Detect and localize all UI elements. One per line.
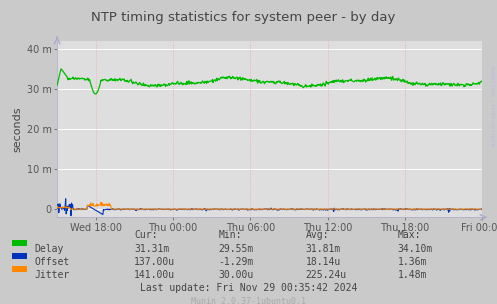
Text: 29.55m: 29.55m — [219, 244, 254, 254]
Text: 137.00u: 137.00u — [134, 257, 175, 267]
Text: 31.81m: 31.81m — [306, 244, 341, 254]
Text: 31.31m: 31.31m — [134, 244, 169, 254]
Text: Munin 2.0.37-1ubuntu0.1: Munin 2.0.37-1ubuntu0.1 — [191, 297, 306, 304]
Text: 1.36m: 1.36m — [398, 257, 427, 267]
Text: Delay: Delay — [35, 244, 64, 254]
Text: 30.00u: 30.00u — [219, 270, 254, 280]
Text: 1.48m: 1.48m — [398, 270, 427, 280]
Text: -1.29m: -1.29m — [219, 257, 254, 267]
Text: Cur:: Cur: — [134, 230, 158, 240]
Text: 34.10m: 34.10m — [398, 244, 433, 254]
Text: 141.00u: 141.00u — [134, 270, 175, 280]
Y-axis label: seconds: seconds — [12, 106, 22, 152]
Text: 225.24u: 225.24u — [306, 270, 347, 280]
Text: Jitter: Jitter — [35, 270, 70, 280]
Text: RRDTOOL / TOBI OETIKER: RRDTOOL / TOBI OETIKER — [490, 66, 495, 147]
Text: Offset: Offset — [35, 257, 70, 267]
Text: Last update: Fri Nov 29 00:35:42 2024: Last update: Fri Nov 29 00:35:42 2024 — [140, 283, 357, 293]
Text: Max:: Max: — [398, 230, 421, 240]
Text: Min:: Min: — [219, 230, 242, 240]
Text: 18.14u: 18.14u — [306, 257, 341, 267]
Text: Avg:: Avg: — [306, 230, 329, 240]
Text: NTP timing statistics for system peer - by day: NTP timing statistics for system peer - … — [91, 11, 396, 24]
